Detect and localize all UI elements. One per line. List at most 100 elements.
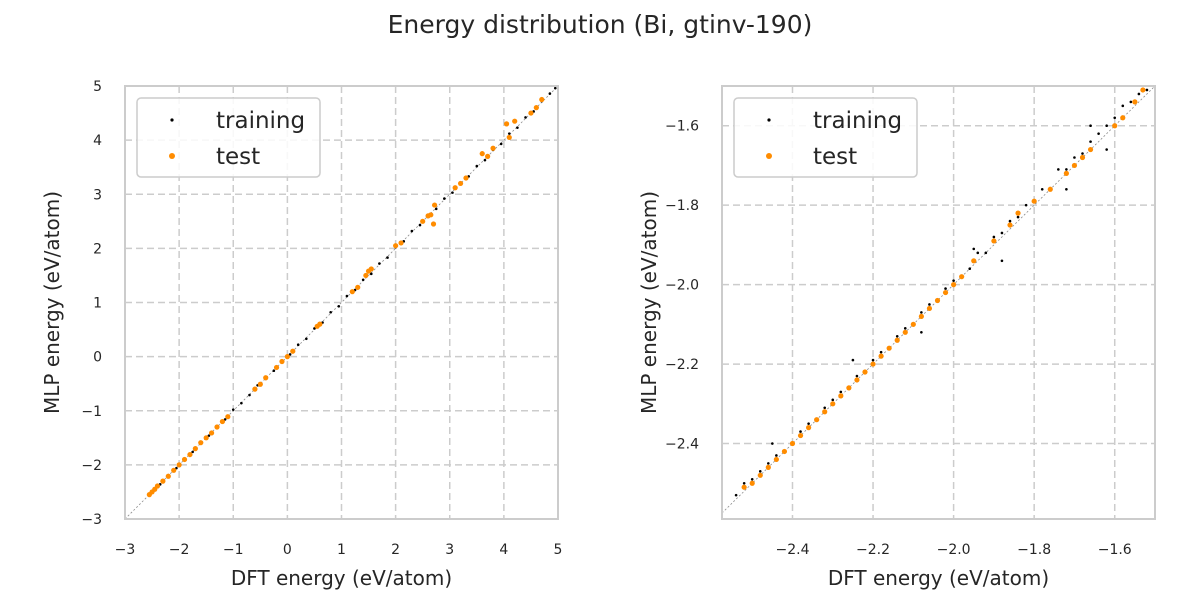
test-point	[870, 361, 876, 367]
x-tick-label: −2.4	[775, 542, 809, 558]
training-point	[831, 398, 835, 402]
test-point	[198, 440, 204, 446]
test-point	[789, 440, 796, 447]
legend-marker-training	[767, 118, 771, 122]
test-point	[165, 473, 171, 479]
test-point	[854, 377, 860, 383]
x-axis-label: DFT energy (eV/atom)	[231, 566, 452, 590]
training-point	[903, 327, 907, 330]
test-point	[479, 151, 485, 157]
training-point	[928, 303, 931, 306]
training-point	[296, 343, 300, 347]
test-point	[420, 218, 426, 224]
test-point	[1015, 210, 1021, 216]
test-point	[539, 96, 545, 103]
training-point	[499, 142, 503, 146]
y-tick-label: −2.0	[665, 278, 699, 294]
training-point	[1137, 92, 1141, 96]
test-point	[781, 448, 788, 455]
test-point	[209, 430, 215, 436]
test-point	[284, 354, 290, 360]
training-point	[507, 132, 511, 135]
x-tick-label: −2.2	[856, 542, 890, 558]
test-point	[910, 321, 916, 327]
test-point	[463, 175, 469, 181]
test-point	[203, 435, 209, 441]
test-point	[214, 424, 220, 430]
training-point	[516, 126, 519, 129]
training-point	[879, 350, 883, 354]
training-point	[272, 369, 276, 372]
test-point	[749, 480, 755, 486]
training-point	[984, 251, 988, 255]
training-point	[992, 235, 996, 239]
test-point	[797, 432, 804, 439]
legend-box	[136, 97, 321, 178]
training-point	[972, 247, 976, 251]
test-point	[279, 358, 285, 365]
legend-box	[733, 97, 918, 178]
training-point	[1024, 203, 1028, 207]
test-point	[533, 105, 539, 111]
test-point	[1007, 222, 1013, 228]
test-point	[457, 180, 464, 187]
test-point	[273, 364, 280, 371]
x-tick-label: 3	[445, 542, 454, 558]
y-tick-label: 5	[93, 79, 102, 95]
training-point	[1089, 140, 1092, 143]
training-point	[410, 229, 414, 233]
test-point	[886, 345, 892, 351]
training-point	[418, 223, 422, 227]
y-tick-label: −1.6	[665, 119, 699, 135]
training-point	[443, 197, 446, 200]
test-point	[971, 258, 977, 264]
legend: training test	[136, 97, 321, 178]
training-point	[944, 287, 947, 290]
training-point	[1065, 168, 1068, 171]
x-tick-label: −1.6	[1098, 542, 1132, 558]
y-tick-label: −3	[81, 512, 102, 528]
test-point	[187, 451, 193, 458]
training-point	[361, 278, 365, 282]
training-point	[952, 279, 955, 282]
axes-frame	[124, 85, 559, 520]
test-point	[918, 313, 924, 320]
y-tick-label: −2.2	[665, 357, 699, 373]
training-point	[742, 481, 746, 485]
test-point	[991, 238, 997, 244]
test-point	[830, 401, 836, 407]
test-point	[398, 240, 404, 246]
legend-marker-test	[766, 153, 772, 159]
training-point	[475, 164, 479, 168]
training-point	[855, 374, 859, 378]
test-point	[490, 145, 496, 151]
test-point	[452, 185, 458, 191]
training-point	[1105, 148, 1108, 151]
training-point	[1105, 124, 1108, 128]
training-point	[524, 116, 527, 119]
test-point	[1120, 115, 1126, 121]
training-point	[248, 393, 251, 397]
test-point	[741, 484, 747, 490]
training-point	[1008, 219, 1012, 223]
training-point	[553, 86, 557, 90]
training-point	[976, 251, 980, 255]
test-point	[528, 110, 534, 116]
training-point	[1065, 187, 1068, 191]
test-point	[1132, 99, 1138, 105]
training-point	[871, 358, 875, 362]
training-point	[329, 310, 332, 314]
test-point	[814, 417, 820, 423]
x-tick-label: 2	[391, 542, 400, 558]
test-point	[171, 467, 177, 473]
x-tick-label: 0	[283, 542, 292, 558]
x-tick-label: 1	[337, 542, 346, 558]
test-point	[1071, 162, 1078, 169]
test-point	[1047, 186, 1053, 192]
training-point	[1073, 156, 1076, 159]
training-point	[1000, 259, 1004, 263]
training-point	[483, 158, 487, 162]
training-point	[378, 262, 381, 265]
test-point	[181, 456, 188, 463]
y-tick-label: −2.4	[665, 437, 699, 453]
